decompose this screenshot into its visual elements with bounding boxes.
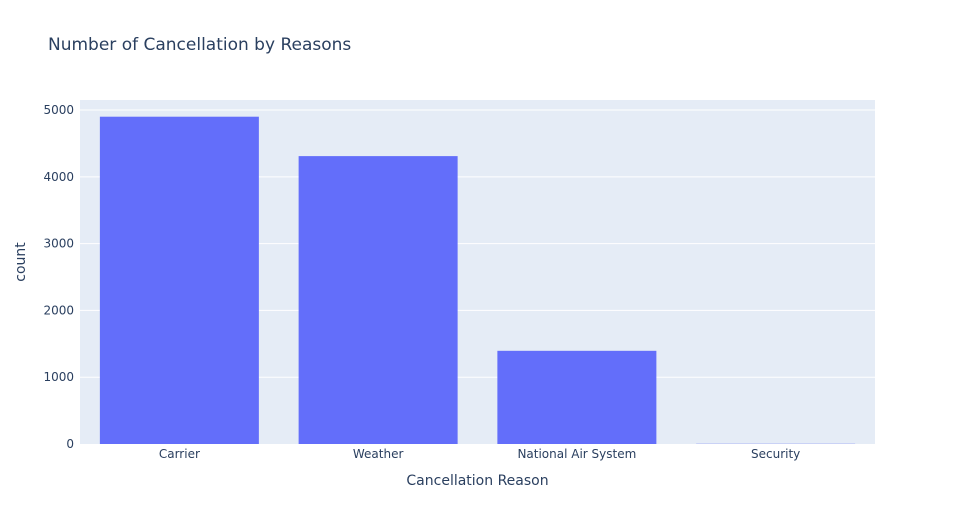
y-axis-ticks: 0 1000 2000 3000 4000 5000 <box>43 103 74 451</box>
x-tick-label: Security <box>751 447 800 461</box>
x-tick-label: Weather <box>353 447 404 461</box>
y-tick-label: 5000 <box>43 103 74 117</box>
bar-weather[interactable] <box>298 156 458 444</box>
bar-national-air-system[interactable] <box>497 350 657 444</box>
y-tick-label: 3000 <box>43 237 74 251</box>
y-tick-label: 4000 <box>43 170 74 184</box>
y-tick-label: 1000 <box>43 370 74 384</box>
chart-title: Number of Cancellation by Reasons <box>48 35 351 55</box>
x-axis-title: Cancellation Reason <box>406 473 548 489</box>
y-tick-label: 2000 <box>43 303 74 317</box>
x-tick-label: National Air System <box>517 447 636 461</box>
bars <box>99 116 856 444</box>
x-axis-ticks: Carrier Weather National Air System Securit… <box>159 447 800 461</box>
bar-carrier[interactable] <box>99 116 259 444</box>
y-axis-title: count <box>13 242 29 282</box>
y-tick-label: 0 <box>66 437 74 451</box>
x-tick-label: Carrier <box>159 447 200 461</box>
